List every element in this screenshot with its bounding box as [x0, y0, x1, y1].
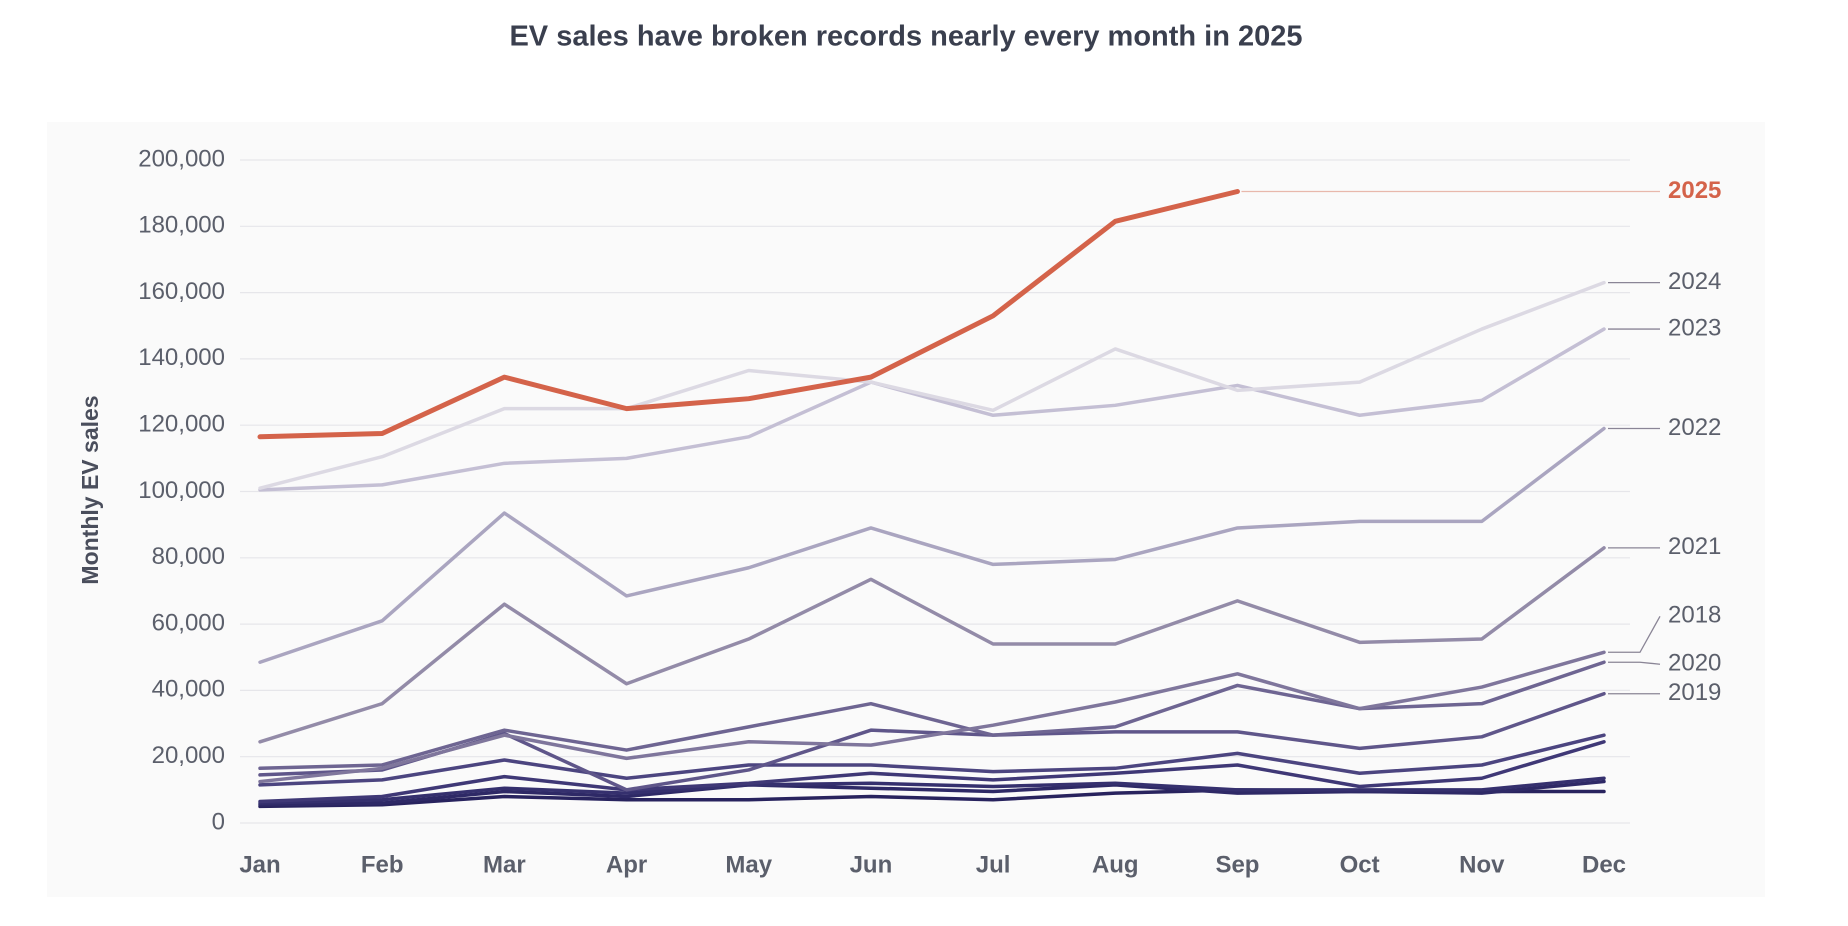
y-tick-label: 100,000 — [138, 477, 225, 504]
x-tick-label: Aug — [1092, 851, 1139, 878]
x-tick-label: Nov — [1459, 851, 1505, 878]
series-line — [258, 779, 1606, 807]
series-line — [258, 650, 1606, 784]
series-line — [258, 660, 1606, 771]
x-tick-label: Apr — [606, 851, 647, 878]
x-tick-label: Jun — [850, 851, 893, 878]
y-tick-label: 120,000 — [138, 411, 225, 438]
y-tick-label: 200,000 — [138, 145, 225, 172]
series-label: 2025 — [1668, 177, 1721, 204]
label-leader — [1608, 615, 1661, 653]
series-label: 2021 — [1668, 533, 1721, 560]
x-tick-label: Dec — [1582, 851, 1626, 878]
plot-background — [47, 122, 1765, 897]
y-tick-label: 160,000 — [138, 278, 225, 305]
y-tick-label: 40,000 — [152, 676, 225, 703]
x-tick-label: Feb — [361, 851, 404, 878]
y-tick-label: 20,000 — [152, 742, 225, 769]
series-label: 2024 — [1668, 268, 1721, 295]
series-line — [258, 426, 1606, 664]
series-label: 2022 — [1668, 414, 1721, 441]
series-line — [258, 546, 1606, 744]
series-line — [258, 740, 1606, 804]
x-tick-label: Mar — [483, 851, 526, 878]
series-label: 2020 — [1668, 650, 1721, 677]
x-tick-label: Jan — [239, 851, 280, 878]
x-tick-label: Jul — [976, 851, 1011, 878]
series-label: 2018 — [1668, 602, 1721, 629]
chart-title: EV sales have broken records nearly ever… — [509, 21, 1302, 53]
series-label: 2019 — [1668, 679, 1721, 706]
series-line — [258, 280, 1606, 490]
x-tick-label: Sep — [1215, 851, 1259, 878]
series-line — [257, 188, 1240, 440]
y-tick-label: 60,000 — [152, 609, 225, 636]
y-tick-label: 80,000 — [152, 543, 225, 570]
series-line — [258, 776, 1606, 805]
y-tick-label: 0 — [212, 808, 225, 835]
y-tick-label: 140,000 — [138, 344, 225, 371]
y-axis-label: Monthly EV sales — [77, 395, 103, 584]
y-tick-label: 180,000 — [138, 212, 225, 239]
series-label: 2023 — [1668, 314, 1721, 341]
series-line — [258, 733, 1606, 787]
x-tick-label: Oct — [1340, 851, 1380, 878]
x-tick-label: May — [725, 851, 772, 878]
series-line — [258, 327, 1606, 492]
label-leader — [1608, 661, 1661, 665]
